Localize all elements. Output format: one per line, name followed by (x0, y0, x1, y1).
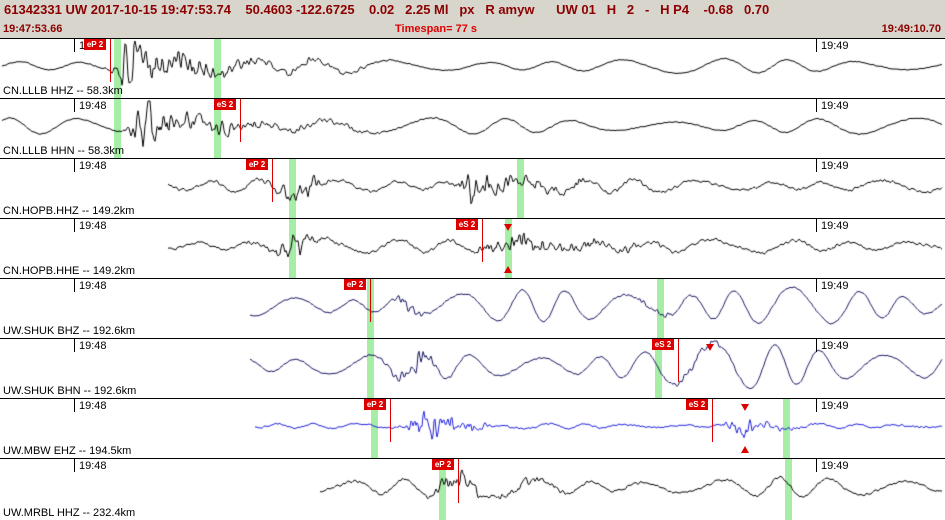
station-label: CN.HOPB.HHZ -- 149.2km (3, 205, 135, 217)
pick-line (370, 279, 371, 322)
trace-row-cn-hopb-hhz: 19:48 19:49 eP 2 CN.HOPB.HHZ -- 149.2km (0, 159, 945, 219)
time-tick (816, 99, 817, 112)
pick-label[interactable]: eP 2 (246, 159, 268, 170)
timespan-label: Timespan= 77 s (395, 23, 478, 35)
trace-row-uw-shuk-bhn: 19:48 19:49 eS 2 UW.SHUK BHN -- 192.6km (0, 339, 945, 399)
waveform-canvas-uw-shuk-bhz[interactable] (0, 279, 945, 338)
station-label: CN.HOPB.HHE -- 149.2km (3, 265, 136, 277)
time-window-bar: 19:47:53.66 Timespan= 77 s 19:49:10.70 (0, 20, 945, 39)
time-label: 19:48 (79, 460, 107, 472)
pick-label[interactable]: eS 2 (214, 99, 236, 110)
time-tick (74, 99, 75, 112)
waveform-canvas-uw-mbw-ehz[interactable] (0, 399, 945, 458)
time-tick (816, 279, 817, 292)
trace-row-cn-lllb-hhn: 19:48 19:49 eS 2 CN.LLLB HHN -- 58.3km (0, 99, 945, 159)
pick-label[interactable]: eP 2 (84, 39, 106, 50)
time-label: 19:49 (821, 160, 849, 172)
pick-line (272, 159, 273, 202)
time-label: 19:49 (821, 280, 849, 292)
pick-flag[interactable] (706, 344, 714, 351)
pick-label[interactable]: eS 2 (652, 339, 674, 350)
time-label: 19:49 (821, 220, 849, 232)
time-tick (816, 399, 817, 412)
time-tick (74, 219, 75, 232)
pick-line (712, 399, 713, 442)
time-label: 19:48 (79, 220, 107, 232)
pick-flag[interactable] (741, 446, 749, 453)
time-tick (816, 39, 817, 52)
time-tick (74, 39, 75, 52)
pick-line (458, 459, 459, 503)
pick-line (482, 219, 483, 262)
time-label: 19:49 (821, 40, 849, 52)
waveform-canvas-cn-lllb-hhz[interactable] (0, 39, 945, 98)
station-label: UW.SHUK BHN -- 192.6km (3, 385, 137, 397)
time-tick (74, 339, 75, 352)
trace-row-uw-shuk-bhz: 19:48 19:49 eP 2 UW.SHUK BHZ -- 192.6km (0, 279, 945, 339)
time-label: 19:48 (79, 280, 107, 292)
pick-line (390, 399, 391, 442)
time-tick (816, 219, 817, 232)
time-label: 19:49 (821, 100, 849, 112)
pick-line (678, 339, 679, 382)
pick-flag[interactable] (504, 266, 512, 273)
station-label: CN.LLLB HHN -- 58.3km (3, 145, 125, 157)
time-label: 19:48 (79, 160, 107, 172)
time-label: 19:49 (821, 340, 849, 352)
time-label: 19:48 (79, 400, 107, 412)
time-tick (74, 279, 75, 292)
time-tick (74, 159, 75, 172)
pick-label[interactable]: eS 2 (456, 219, 478, 230)
pick-line (240, 99, 241, 142)
time-label: 19:49 (821, 460, 849, 472)
pick-flag[interactable] (741, 404, 749, 411)
window-start-time: 19:47:53.66 (3, 23, 63, 35)
time-tick (816, 339, 817, 352)
trace-row-cn-hopb-hhe: 19:48 19:49 eS 2 CN.HOPB.HHE -- 149.2km (0, 219, 945, 279)
trace-row-uw-mrbl-hhz: 19:48 19:49 eP 2 UW.MRBL HHZ -- 232.4km (0, 459, 945, 520)
pick-flag[interactable] (504, 224, 512, 231)
time-label: 19:48 (79, 340, 107, 352)
pick-label[interactable]: eS 2 (686, 399, 708, 410)
pick-label[interactable]: eP 2 (364, 399, 386, 410)
window-end-time: 19:49:10.70 (881, 23, 941, 35)
time-tick (816, 159, 817, 172)
trace-list: 19:48 19:49 eP 2 CN.LLLB HHZ -- 58.3km 19:48… (0, 39, 945, 520)
time-tick (74, 399, 75, 412)
pick-label[interactable]: eP 2 (344, 279, 366, 290)
time-label: 19:49 (821, 400, 849, 412)
pick-line (110, 39, 111, 82)
station-label: UW.MBW EHZ -- 194.5km (3, 445, 132, 457)
waveform-canvas-cn-lllb-hhn[interactable] (0, 99, 945, 158)
station-label: UW.SHUK BHZ -- 192.6km (3, 325, 136, 337)
event-header-line: 61342331 UW 2017-10-15 19:47:53.74 50.46… (0, 0, 945, 20)
waveform-canvas-uw-mrbl-hhz[interactable] (0, 459, 945, 520)
station-label: CN.LLLB HHZ -- 58.3km (3, 85, 123, 97)
time-tick (816, 459, 817, 472)
station-label: UW.MRBL HHZ -- 232.4km (3, 507, 136, 519)
pick-label[interactable]: eP 2 (432, 459, 454, 470)
waveform-canvas-cn-hopb-hhz[interactable] (0, 159, 945, 218)
time-tick (74, 459, 75, 472)
trace-row-uw-mbw-ehz: 19:48 19:49 eP 2 eS 2 UW.MBW EHZ -- 194.5km (0, 399, 945, 459)
waveform-canvas-uw-shuk-bhn[interactable] (0, 339, 945, 398)
time-label: 19:48 (79, 100, 107, 112)
